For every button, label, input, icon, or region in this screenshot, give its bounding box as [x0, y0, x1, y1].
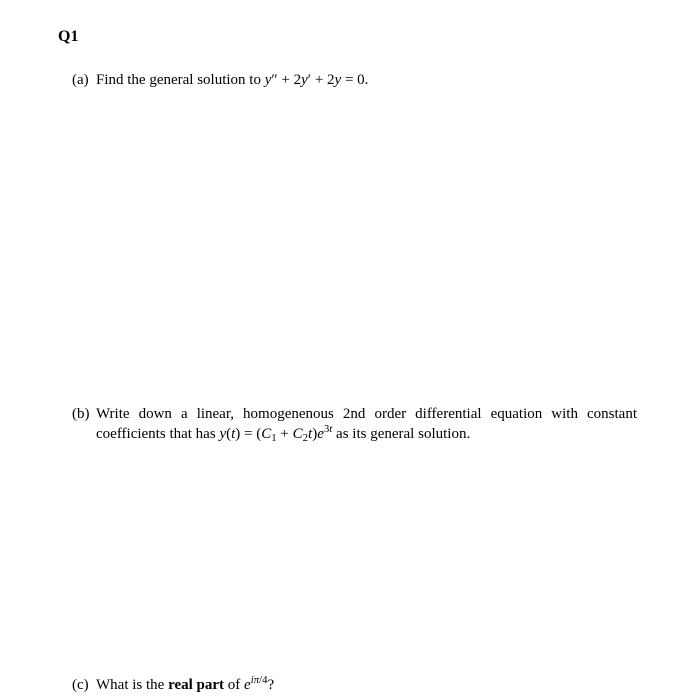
- part-c: (c) What is the real part of eiπ/4?: [72, 675, 637, 695]
- part-b-label: (b): [72, 404, 96, 424]
- eq-b-close-eq-open: ) = (: [235, 426, 261, 442]
- eq-a-plus1: + 2: [278, 72, 301, 88]
- eq-b-C2: C: [293, 426, 303, 442]
- eq-c-e: e: [244, 677, 251, 693]
- eq-b-e: e: [317, 426, 324, 442]
- part-b-body: Write down a linear, homogenenous 2nd or…: [96, 404, 637, 445]
- part-c-text-mid: of: [224, 677, 244, 693]
- eq-a-zero: = 0.: [341, 72, 368, 88]
- part-a-label: (a): [72, 70, 96, 90]
- part-b: (b) Write down a linear, homogenenous 2n…: [72, 404, 637, 445]
- part-a-text: Find the general solution to: [96, 72, 265, 88]
- part-c-text-post: ?: [268, 677, 275, 693]
- part-c-label: (c): [72, 675, 96, 695]
- part-c-body: What is the real part of eiπ/4?: [96, 675, 637, 695]
- question-header: Q1: [58, 28, 637, 46]
- eq-a-plus2: + 2: [311, 72, 334, 88]
- exam-page: Q1 (a) Find the general solution to y″ +…: [0, 0, 695, 699]
- eq-c-over4: /4: [259, 674, 267, 686]
- eq-b-C1: C: [261, 426, 271, 442]
- eq-a-y2: y: [301, 72, 308, 88]
- part-a: (a) Find the general solution to y″ + 2y…: [72, 70, 637, 90]
- part-c-bold: real part: [168, 677, 224, 693]
- eq-c-exp: iπ/4: [251, 674, 268, 686]
- part-a-body: Find the general solution to y″ + 2y′ + …: [96, 70, 637, 90]
- eq-b-plus: +: [277, 426, 293, 442]
- part-c-text-pre: What is the: [96, 677, 168, 693]
- part-b-text-post: as its general solution.: [332, 426, 470, 442]
